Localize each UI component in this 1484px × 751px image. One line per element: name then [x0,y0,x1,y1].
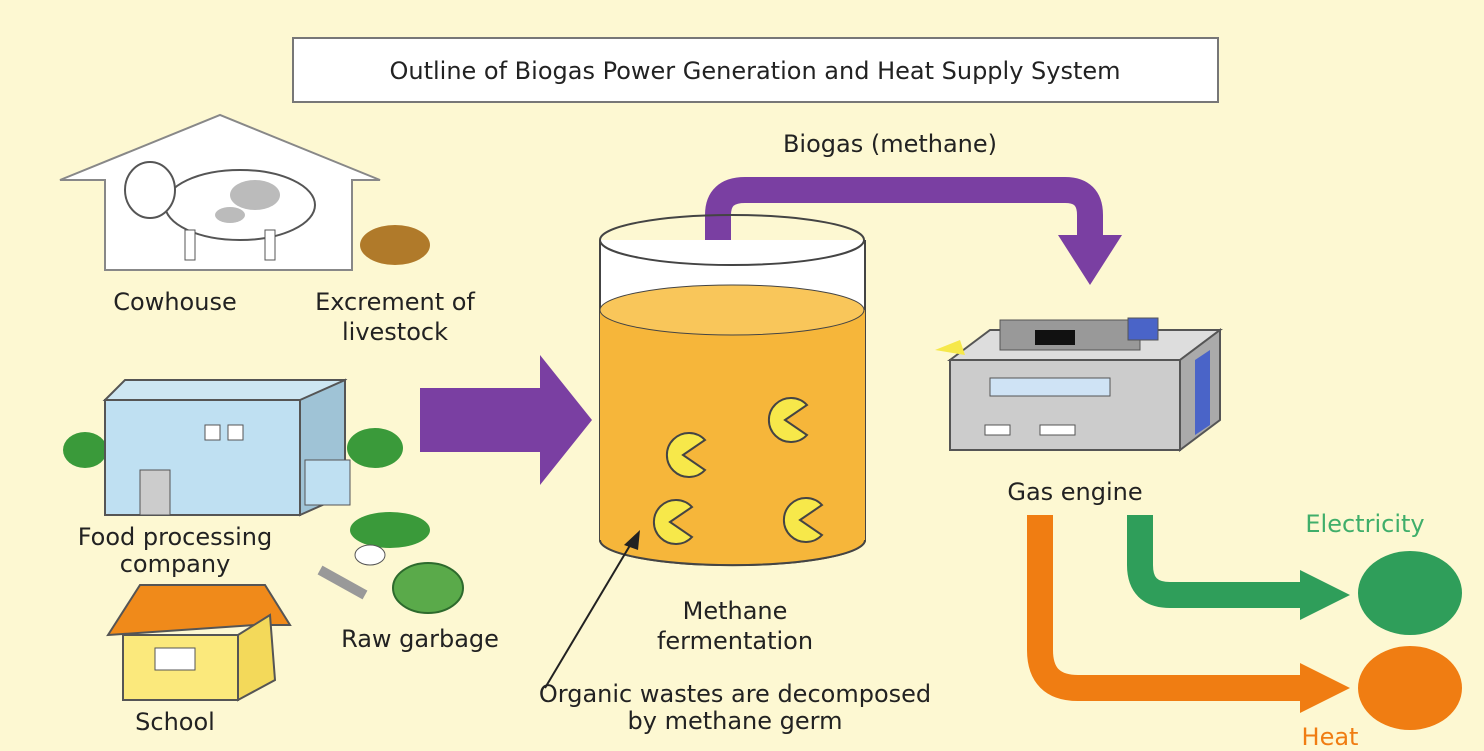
food-company-label: company [120,550,231,578]
fermentation-tank [600,215,865,565]
food-company-label: Food processing [78,523,273,551]
excrement-icon [360,225,430,265]
electricity-label: Electricity [1305,510,1424,538]
annotation: by methane germ [628,707,843,735]
electricity-output [1358,551,1462,635]
school-label: School [135,708,215,736]
fermentation-label: fermentation [657,627,813,655]
annotation: Organic wastes are decomposed [539,680,931,708]
heat-label: Heat [1302,723,1359,751]
excrement-label: livestock [342,318,448,346]
raw-garbage-label: Raw garbage [341,625,499,653]
biogas-label: Biogas (methane) [783,130,997,158]
heat-output [1358,646,1462,730]
fermentation-label: Methane [683,597,788,625]
cowhouse-label: Cowhouse [113,288,236,316]
gas-engine-label: Gas engine [1007,478,1142,506]
school-icon [108,585,290,700]
title: Outline of Biogas Power Generation and H… [389,57,1120,85]
excrement-label: Excrement of [315,288,475,316]
diagram: Outline of Biogas Power Generation and H… [0,0,1484,751]
